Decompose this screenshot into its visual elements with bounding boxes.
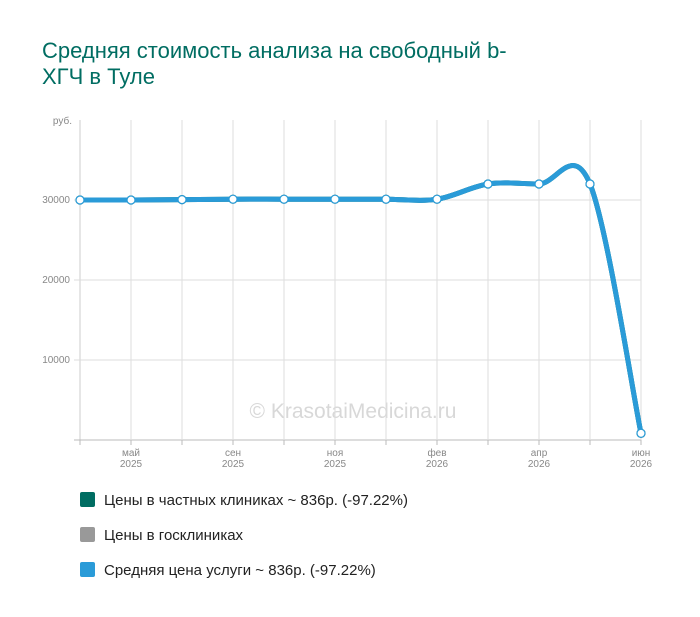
data-point <box>381 194 391 204</box>
x-tick-label: май 2025 <box>120 448 143 470</box>
data-point <box>330 194 340 204</box>
series-line <box>77 163 644 436</box>
legend-label: Средняя цена услуги ~ 836р. (-97.22%) <box>104 562 376 579</box>
x-tick-label: апр 2026 <box>528 448 551 470</box>
x-tick-label: сен 2025 <box>222 448 245 470</box>
y-axis-label: руб. <box>53 115 72 127</box>
legend-swatch <box>80 492 95 507</box>
y-tick-label: 10000 <box>42 355 70 366</box>
legend-label: Цены в госклиниках <box>104 527 244 544</box>
y-tick-label: 20000 <box>42 275 70 286</box>
legend-swatch <box>80 527 95 542</box>
data-point <box>636 428 646 438</box>
legend-label: Цены в частных клиниках ~ 836р. (-97.22%… <box>104 492 408 509</box>
x-tick-label: июн 2026 <box>630 448 653 470</box>
data-point <box>177 195 187 205</box>
data-point <box>585 179 595 189</box>
data-point <box>126 195 136 205</box>
chart-title: Средняя стоимость анализа на свободный b… <box>42 38 507 89</box>
legend-swatch <box>80 562 95 577</box>
y-tick-label: 30000 <box>42 195 70 206</box>
data-point <box>432 194 442 204</box>
data-point <box>75 195 85 205</box>
data-point <box>483 179 493 189</box>
watermark: © KrasotaiMedicina.ru <box>250 400 457 423</box>
data-point <box>279 194 289 204</box>
data-point <box>534 179 544 189</box>
data-point <box>228 194 238 204</box>
series-line <box>77 163 644 436</box>
x-tick-label: фев 2026 <box>426 447 449 470</box>
x-tick-label: ноя 2025 <box>324 448 347 470</box>
